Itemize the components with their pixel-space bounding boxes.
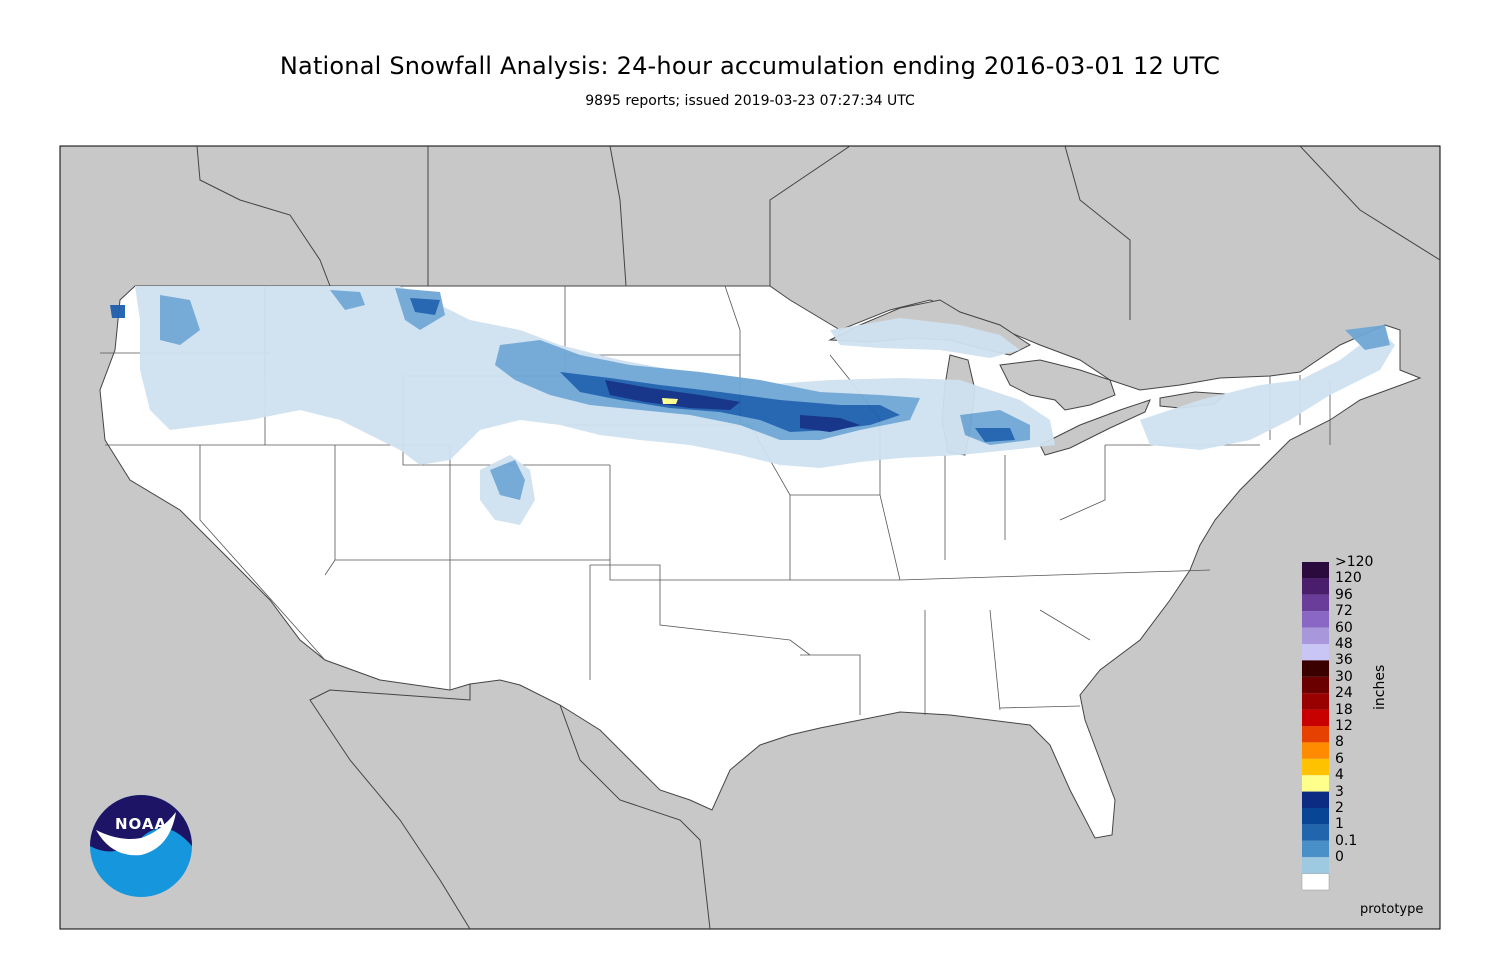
legend-level-label: 36 xyxy=(1335,652,1353,669)
legend-swatch xyxy=(1302,857,1329,874)
legend-level-label: 6 xyxy=(1335,750,1344,767)
legend-colorbar xyxy=(1301,562,1330,891)
map-subtitle: 9895 reports; issued 2019-03-23 07:27:34… xyxy=(585,93,915,109)
legend-swatch xyxy=(1302,578,1329,595)
legend-level-label: 8 xyxy=(1335,734,1344,751)
legend-swatch xyxy=(1302,840,1329,858)
legend-swatch xyxy=(1302,709,1329,726)
lake-huron xyxy=(999,359,1116,411)
neighbor-borders xyxy=(196,146,1440,929)
legend-swatch xyxy=(1302,758,1329,776)
legend-level-label: >120 xyxy=(1335,554,1374,570)
map-title: National Snowfall Analysis: 24-hour accu… xyxy=(279,52,1221,80)
legend-swatch xyxy=(1302,611,1329,628)
legend-level-label: 1 xyxy=(1335,816,1344,833)
legend-swatch xyxy=(1302,594,1329,612)
legend-level-label: 18 xyxy=(1335,701,1353,718)
legend-swatch xyxy=(1302,824,1329,841)
legend-swatch xyxy=(1302,644,1329,661)
legend-level-label: 96 xyxy=(1335,586,1353,603)
snowfall-overlay xyxy=(110,286,1395,525)
noaa-logo xyxy=(90,795,192,897)
legend-level-label: 12 xyxy=(1335,718,1353,734)
legend-level-label: 120 xyxy=(1335,570,1362,587)
prototype-label: prototype xyxy=(1360,902,1424,917)
legend-level-label: 3 xyxy=(1335,783,1344,800)
legend-level-label: 60 xyxy=(1335,619,1353,636)
legend-swatch xyxy=(1302,627,1329,644)
lake-erie xyxy=(1039,399,1151,456)
legend-level-label: 24 xyxy=(1335,685,1353,702)
legend-swatch-zero xyxy=(1301,873,1330,891)
legend-level-label: 48 xyxy=(1335,636,1353,652)
legend-swatch xyxy=(1302,676,1329,694)
legend-units-label: inches xyxy=(1372,664,1388,710)
legend-level-label: 0.1 xyxy=(1335,832,1358,849)
legend-swatch xyxy=(1302,660,1329,677)
legend-swatch xyxy=(1302,775,1329,792)
noaa-logo-text: NOAA xyxy=(114,815,168,833)
legend-swatch xyxy=(1302,808,1329,825)
legend-swatch xyxy=(1302,693,1329,710)
legend-level-label: 4 xyxy=(1335,767,1344,784)
legend-level-label: 2 xyxy=(1335,800,1344,816)
legend-level-label: 72 xyxy=(1335,603,1353,620)
legend-level-label: 0 xyxy=(1335,849,1344,866)
legend-swatch xyxy=(1302,726,1329,743)
legend-level-label: 30 xyxy=(1335,668,1353,685)
legend-swatch xyxy=(1302,562,1329,579)
legend-swatch xyxy=(1302,791,1329,808)
legend-swatch xyxy=(1302,742,1329,759)
